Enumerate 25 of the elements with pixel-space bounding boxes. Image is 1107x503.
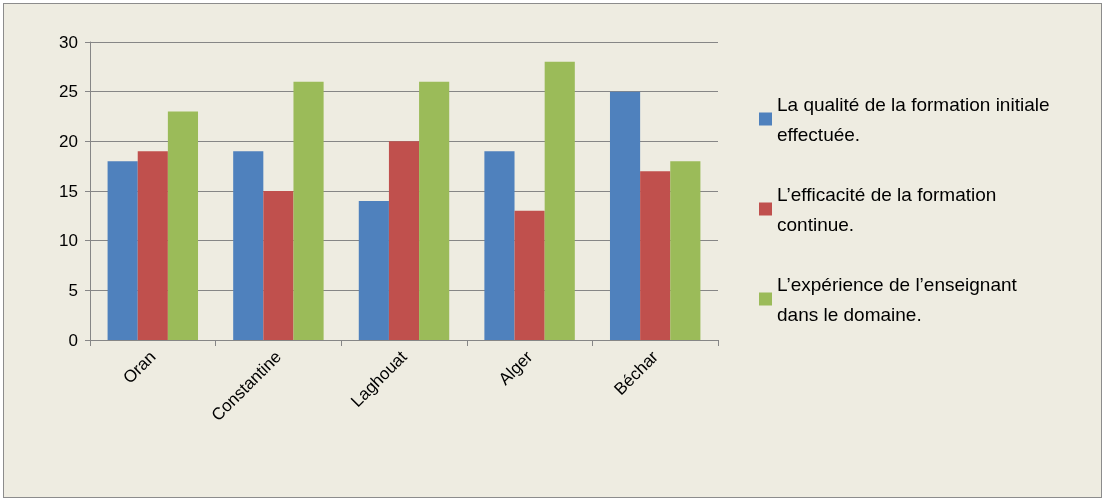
bar xyxy=(484,151,515,340)
y-tick-label: 5 xyxy=(68,280,78,300)
bar xyxy=(167,111,199,340)
bar xyxy=(233,151,264,340)
legend-label: La qualité de la formation initiale effectuée. xyxy=(777,93,1055,145)
bar xyxy=(419,81,450,340)
y-tick-label: 20 xyxy=(59,131,78,151)
y-tick-label: 15 xyxy=(59,181,78,201)
bar xyxy=(137,151,168,340)
bar xyxy=(609,91,641,340)
bar xyxy=(388,141,420,340)
bar xyxy=(544,61,575,340)
bar xyxy=(358,200,389,340)
bar xyxy=(293,81,324,340)
y-tick-label: 0 xyxy=(68,330,78,350)
bar xyxy=(514,210,545,340)
legend-label: L’expérience de l’enseignant dans le domaine. xyxy=(777,273,1023,325)
y-tick-label: 25 xyxy=(59,82,78,102)
legend-label: L’efficacité de la formation continue. xyxy=(777,183,1002,235)
y-tick-label: 10 xyxy=(59,231,78,251)
bar xyxy=(640,171,671,340)
y-tick-label: 30 xyxy=(59,32,78,52)
bar xyxy=(107,161,138,340)
bar xyxy=(670,161,701,340)
bar xyxy=(263,191,294,340)
